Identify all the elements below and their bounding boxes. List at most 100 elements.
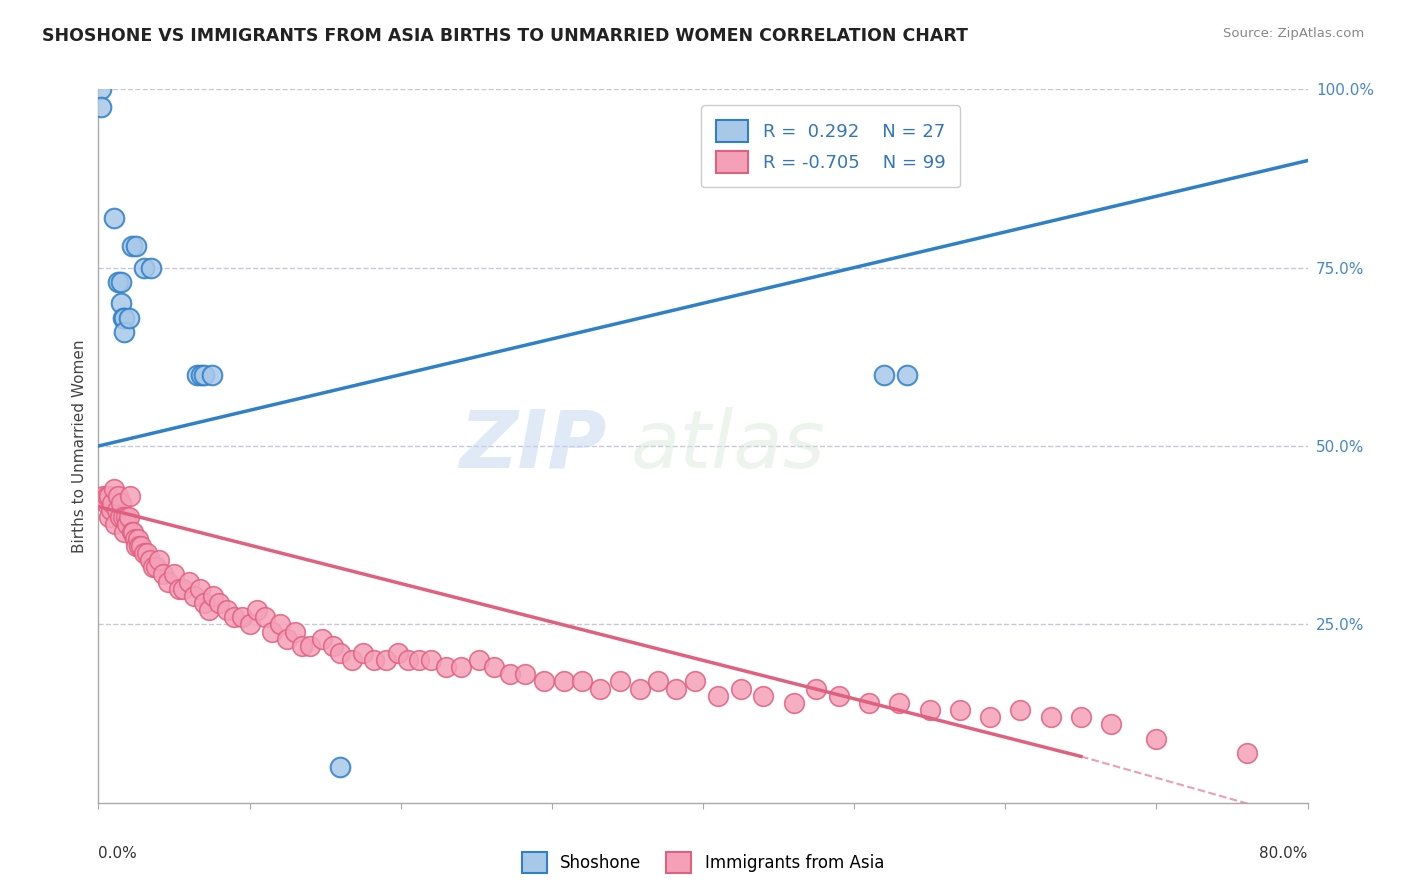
- Point: [571, 674, 593, 689]
- Point: [342, 653, 364, 667]
- Point: [434, 660, 457, 674]
- Point: [110, 296, 132, 310]
- Point: [141, 260, 163, 275]
- Point: [167, 582, 190, 596]
- Point: [156, 574, 179, 589]
- Point: [1070, 710, 1092, 724]
- Point: [239, 617, 262, 632]
- Point: [122, 524, 145, 539]
- Point: [108, 510, 131, 524]
- Point: [111, 310, 134, 325]
- Point: [186, 368, 208, 382]
- Point: [1144, 731, 1167, 746]
- Point: [152, 567, 174, 582]
- Point: [311, 632, 333, 646]
- Y-axis label: Births to Unmarried Women: Births to Unmarried Women: [72, 339, 87, 553]
- Point: [163, 567, 186, 582]
- Point: [94, 496, 117, 510]
- Point: [112, 524, 135, 539]
- Point: [291, 639, 314, 653]
- Point: [513, 667, 536, 681]
- Point: [104, 517, 127, 532]
- Point: [139, 553, 162, 567]
- Point: [533, 674, 555, 689]
- Point: [1099, 717, 1122, 731]
- Point: [142, 560, 165, 574]
- Point: [118, 310, 141, 325]
- Point: [90, 82, 112, 96]
- Point: [120, 489, 142, 503]
- Point: [125, 239, 148, 253]
- Point: [352, 646, 374, 660]
- Point: [322, 639, 344, 653]
- Point: [215, 603, 238, 617]
- Point: [121, 524, 143, 539]
- Text: 80.0%: 80.0%: [1260, 846, 1308, 861]
- Legend: R =  0.292    N = 27, R = -0.705    N = 99: R = 0.292 N = 27, R = -0.705 N = 99: [702, 105, 960, 187]
- Point: [468, 653, 491, 667]
- Point: [299, 639, 322, 653]
- Point: [276, 632, 298, 646]
- Point: [979, 710, 1001, 724]
- Point: [125, 539, 148, 553]
- Point: [828, 689, 851, 703]
- Point: [685, 674, 707, 689]
- Point: [450, 660, 472, 674]
- Point: [115, 517, 138, 532]
- Point: [1236, 746, 1258, 760]
- Point: [224, 610, 246, 624]
- Point: [408, 653, 430, 667]
- Point: [484, 660, 506, 674]
- Point: [91, 489, 114, 503]
- Point: [889, 696, 911, 710]
- Point: [730, 681, 752, 696]
- Point: [707, 689, 730, 703]
- Point: [90, 100, 112, 114]
- Point: [231, 610, 253, 624]
- Text: atlas: atlas: [630, 407, 825, 485]
- Point: [98, 510, 121, 524]
- Point: [103, 211, 125, 225]
- Point: [1039, 710, 1062, 724]
- Point: [132, 546, 155, 560]
- Legend: Shoshone, Immigrants from Asia: Shoshone, Immigrants from Asia: [515, 846, 891, 880]
- Text: SHOSHONE VS IMMIGRANTS FROM ASIA BIRTHS TO UNMARRIED WOMEN CORRELATION CHART: SHOSHONE VS IMMIGRANTS FROM ASIA BIRTHS …: [42, 27, 969, 45]
- Point: [1010, 703, 1032, 717]
- Point: [896, 368, 918, 382]
- Point: [202, 589, 225, 603]
- Point: [100, 503, 122, 517]
- Point: [374, 653, 396, 667]
- Point: [873, 368, 896, 382]
- Point: [101, 496, 124, 510]
- Point: [179, 574, 201, 589]
- Point: [111, 510, 134, 524]
- Point: [193, 596, 215, 610]
- Point: [112, 310, 135, 325]
- Text: ZIP: ZIP: [458, 407, 606, 485]
- Point: [363, 653, 385, 667]
- Point: [188, 582, 211, 596]
- Point: [105, 503, 128, 517]
- Point: [329, 760, 352, 774]
- Point: [949, 703, 972, 717]
- Point: [498, 667, 520, 681]
- Point: [201, 368, 224, 382]
- Point: [387, 646, 409, 660]
- Point: [110, 496, 132, 510]
- Point: [103, 482, 125, 496]
- Point: [148, 553, 170, 567]
- Point: [193, 368, 215, 382]
- Point: [284, 624, 307, 639]
- Point: [121, 239, 143, 253]
- Text: 0.0%: 0.0%: [98, 846, 138, 861]
- Point: [132, 260, 155, 275]
- Point: [197, 603, 219, 617]
- Point: [114, 510, 136, 524]
- Point: [183, 589, 205, 603]
- Text: Source: ZipAtlas.com: Source: ZipAtlas.com: [1223, 27, 1364, 40]
- Point: [110, 275, 132, 289]
- Point: [918, 703, 941, 717]
- Point: [262, 624, 284, 639]
- Point: [190, 368, 212, 382]
- Point: [396, 653, 419, 667]
